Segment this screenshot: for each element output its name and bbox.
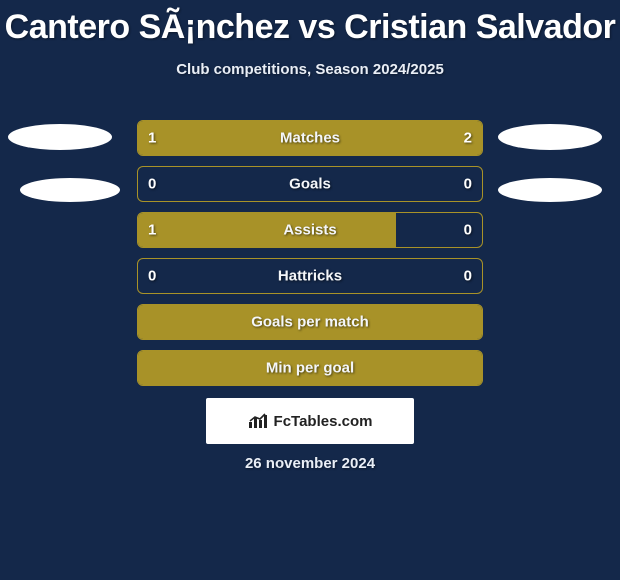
stat-value-left: 1	[148, 222, 156, 239]
stat-value-right: 0	[464, 176, 472, 193]
stat-value-right: 0	[464, 222, 472, 239]
stat-fill-left	[138, 305, 482, 339]
stat-row: 10Assists	[137, 212, 483, 248]
stat-value-left: 1	[148, 130, 156, 147]
stat-label: Hattricks	[138, 268, 482, 285]
stat-value-left: 0	[148, 268, 156, 285]
snapshot-date: 26 november 2024	[0, 455, 620, 472]
stat-row: Min per goal	[137, 350, 483, 386]
photo-placeholder	[20, 178, 120, 202]
stat-row: 12Matches	[137, 120, 483, 156]
stat-row: Goals per match	[137, 304, 483, 340]
stat-fill-left	[138, 213, 396, 247]
photo-placeholder	[8, 124, 112, 150]
stat-value-left: 0	[148, 176, 156, 193]
photo-placeholder	[498, 124, 602, 150]
stat-row: 0 0Hattricks	[137, 258, 483, 294]
stat-value-right: 2	[464, 130, 472, 147]
comparison-infographic: Cantero SÃ¡nchez vs Cristian Salvador Cl…	[0, 0, 620, 580]
chart-icon	[248, 413, 268, 429]
stat-row: 0 0Goals	[137, 166, 483, 202]
stat-bars: 12Matches00Goals10Assists00HattricksGoal…	[137, 120, 483, 396]
page-subtitle: Club competitions, Season 2024/2025	[0, 61, 620, 78]
page-title: Cantero SÃ¡nchez vs Cristian Salvador	[0, 0, 620, 47]
stat-fill-left	[138, 351, 482, 385]
stat-value-right: 0	[464, 268, 472, 285]
stat-fill-right	[253, 121, 482, 155]
stat-label: Goals	[138, 176, 482, 193]
source-badge-text: FcTables.com	[274, 413, 373, 430]
source-badge: FcTables.com	[206, 398, 414, 444]
photo-placeholder	[498, 178, 602, 202]
